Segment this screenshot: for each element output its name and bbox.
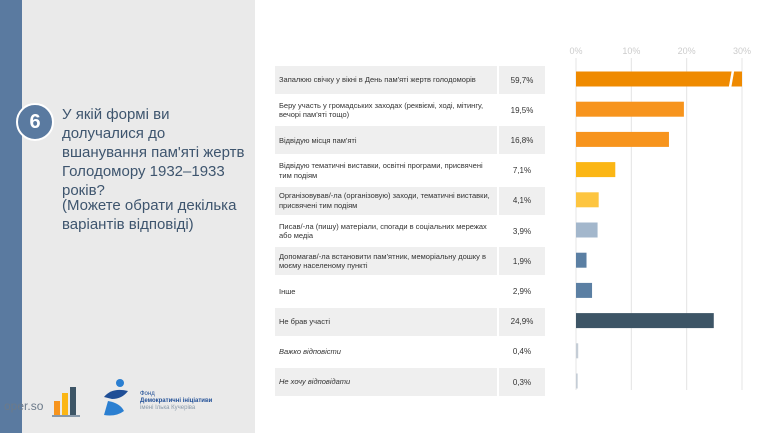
table-row: Писав/-ла (пишу) матеріали, спогади в со… xyxy=(275,217,545,245)
answer-value: 3,9% xyxy=(499,217,545,245)
bar xyxy=(576,373,578,389)
bars-logo-icon xyxy=(52,387,80,417)
table-row: Інше 2,9% xyxy=(275,277,545,306)
answer-value: 2,9% xyxy=(499,277,545,306)
table-row: Не брав участі 24,9% xyxy=(275,307,545,336)
answer-value: 19,5% xyxy=(499,96,545,125)
fund-line-3: імені Ілька Кучеріва xyxy=(140,405,196,411)
answer-label: Інше xyxy=(275,277,497,306)
table-row: Важко відповісти 0,4% xyxy=(275,337,545,366)
answer-label: Організовував/-ла (організовую) заходи, … xyxy=(275,186,497,215)
answer-value: 0,3% xyxy=(499,368,545,396)
answer-label: Беру участь у громадських заходах (рекві… xyxy=(275,96,497,125)
table-row: Відвідую тематичні виставки, освітні про… xyxy=(275,156,545,185)
question-text: У якій формі ви долучалися до вшанування… xyxy=(62,106,245,199)
axis-break-mark xyxy=(728,70,735,88)
answer-label: Не хочу відповідати xyxy=(275,368,497,396)
answer-value: 0,4% xyxy=(499,337,545,366)
question-number-badge: 6 xyxy=(16,103,54,141)
site-logo-text: oper.so xyxy=(4,399,44,413)
table-row: Допомагав/-ла встановити пам'ятник, мемо… xyxy=(275,247,545,276)
answer-label: Запалюю свічку у вікні в День пам'яті же… xyxy=(275,66,497,94)
answer-label: Не брав участі xyxy=(275,307,497,336)
fund-logo-icon xyxy=(104,379,128,416)
answer-value: 1,9% xyxy=(499,247,545,276)
table-row: Організовував/-ла (організовую) заходи, … xyxy=(275,186,545,215)
bar xyxy=(576,222,598,238)
table-row: Запалюю свічку у вікні в День пам'яті же… xyxy=(275,66,545,94)
bar xyxy=(576,101,684,117)
accent-stripe xyxy=(0,0,22,433)
tick-label: 20% xyxy=(678,46,696,56)
bar xyxy=(576,192,599,208)
tick-label: 10% xyxy=(622,46,640,56)
answer-label: Відвідую місця пам'яті xyxy=(275,126,497,155)
tick-label: 0% xyxy=(569,46,582,56)
answer-label: Писав/-ла (пишу) матеріали, спогади в со… xyxy=(275,217,497,245)
answer-label: Відвідую тематичні виставки, освітні про… xyxy=(275,156,497,185)
bar xyxy=(576,162,616,178)
bar xyxy=(576,343,579,359)
bar xyxy=(576,313,714,329)
answer-value: 4,1% xyxy=(499,186,545,215)
question-panel xyxy=(0,0,255,433)
bar-chart: 0% 10% 20% 30% xyxy=(569,46,751,390)
bar xyxy=(576,282,593,298)
table-row: Відвідую місця пам'яті 16,8% xyxy=(275,126,545,155)
fund-name: Фонд Демократичні ініціативи імені Ілька… xyxy=(140,391,212,412)
answer-value: 24,9% xyxy=(499,307,545,336)
tick-label: 30% xyxy=(733,46,751,56)
table-row: Не хочу відповідати 0,3% xyxy=(275,368,545,396)
answer-value: 59,7% xyxy=(499,66,545,94)
answer-label: Допомагав/-ла встановити пам'ятник, мемо… xyxy=(275,247,497,276)
question-note: (Можете обрати декілька варіантів відпов… xyxy=(62,197,237,233)
bar xyxy=(576,252,587,268)
answer-label: Важко відповісти xyxy=(275,337,497,366)
footer: oper.so Фонд Демократичні ініціативи іме… xyxy=(0,379,255,425)
answer-value: 7,1% xyxy=(499,156,545,185)
bar xyxy=(576,71,742,87)
table-row: Беру участь у громадських заходах (рекві… xyxy=(275,96,545,125)
fund-line-1: Фонд xyxy=(140,391,155,397)
fund-line-2: Демократичні ініціативи xyxy=(140,398,213,404)
answer-value: 16,8% xyxy=(499,126,545,155)
bar xyxy=(576,131,669,147)
